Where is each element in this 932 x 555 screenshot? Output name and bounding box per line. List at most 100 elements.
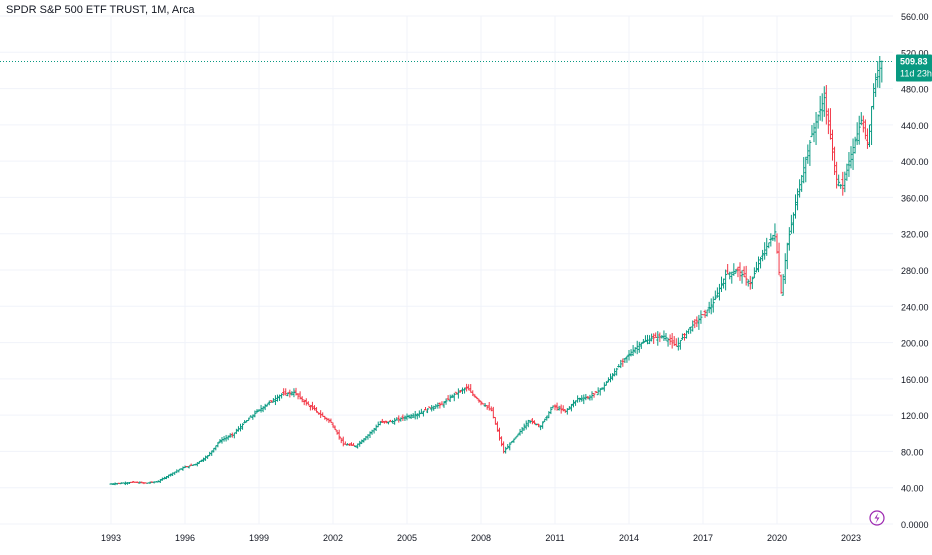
ohlc-bar bbox=[687, 329, 690, 334]
ohlc-bar bbox=[683, 333, 686, 341]
ohlc-bar bbox=[640, 342, 643, 349]
ohlc-bar bbox=[800, 175, 803, 192]
ohlc-bar bbox=[514, 437, 517, 439]
ohlc-bar bbox=[638, 342, 641, 353]
y-tick-label: 320.00 bbox=[901, 230, 929, 240]
ohlc-bar bbox=[545, 416, 548, 421]
y-tick-label: 0.0000 bbox=[901, 520, 929, 530]
ohlc-bar bbox=[373, 428, 376, 434]
y-tick-label: 480.00 bbox=[901, 85, 929, 95]
ohlc-bar bbox=[654, 332, 657, 337]
ohlc-bar bbox=[426, 408, 429, 413]
ohlc-bar bbox=[233, 433, 236, 439]
ohlc-bar bbox=[837, 175, 840, 187]
ohlc-bar bbox=[845, 164, 848, 181]
ohlc-bar bbox=[718, 284, 721, 301]
y-tick-label: 440.00 bbox=[901, 121, 929, 131]
last-price-label: 509.83 bbox=[900, 57, 928, 67]
last-price-badge: 509.83 11d 23h bbox=[896, 55, 932, 82]
y-tick-label: 400.00 bbox=[901, 157, 929, 167]
y-tick-label: 160.00 bbox=[901, 375, 929, 385]
ohlc-series bbox=[110, 56, 884, 485]
ohlc-bar bbox=[788, 227, 791, 250]
x-tick-label: 2002 bbox=[323, 533, 343, 543]
x-tick-label: 2011 bbox=[545, 533, 564, 543]
ohlc-bar bbox=[821, 93, 824, 121]
ohlc-bar bbox=[702, 314, 705, 315]
ohlc-bar bbox=[562, 405, 565, 411]
ohlc-bar bbox=[541, 421, 544, 428]
ohlc-bar bbox=[453, 393, 456, 401]
lightning-icon-glyph bbox=[875, 513, 880, 524]
y-tick-label: 360.00 bbox=[901, 193, 929, 203]
ohlc-bar bbox=[539, 425, 542, 430]
ohlc-bar bbox=[623, 358, 626, 363]
ohlc-bar bbox=[630, 349, 633, 356]
ohlc-bar bbox=[247, 418, 250, 421]
ohlc-bar bbox=[644, 335, 647, 342]
ohlc-bar bbox=[714, 291, 717, 301]
ohlc-bar bbox=[761, 250, 764, 261]
chart-title: SPDR S&P 500 ETF TRUST, 1M, Arca bbox=[6, 4, 195, 16]
ohlc-bar bbox=[874, 73, 877, 97]
ohlc-bar bbox=[295, 388, 298, 396]
ohlc-bar bbox=[695, 316, 698, 327]
ohlc-bar bbox=[216, 442, 219, 447]
lightning-icon[interactable] bbox=[870, 511, 884, 525]
ohlc-bar bbox=[679, 340, 682, 349]
ohlc-bar bbox=[872, 83, 875, 109]
ohlc-bar bbox=[810, 125, 813, 137]
ohlc-bar bbox=[352, 443, 355, 446]
ohlc-bar bbox=[720, 277, 723, 292]
ohlc-bar bbox=[708, 302, 711, 313]
ohlc-bar bbox=[771, 235, 774, 241]
ohlc-bar bbox=[699, 310, 702, 323]
ohlc-bar bbox=[375, 425, 378, 431]
ohlc-bar bbox=[704, 310, 707, 318]
ohlc-bar bbox=[364, 436, 367, 440]
ohlc-bar bbox=[475, 397, 478, 399]
y-tick-label: 280.00 bbox=[901, 266, 929, 276]
ohlc-bar bbox=[858, 116, 861, 145]
y-axis: 560.00520.00480.00440.00400.00360.00320.… bbox=[901, 12, 929, 530]
x-tick-label: 2008 bbox=[471, 533, 491, 543]
ohlc-bar bbox=[743, 266, 746, 277]
ohlc-bar bbox=[603, 382, 606, 391]
ohlc-bar bbox=[751, 277, 754, 289]
ohlc-bar bbox=[841, 172, 844, 196]
ohlc-bar bbox=[239, 424, 242, 432]
ohlc-bar bbox=[599, 388, 602, 395]
ohlc-bar bbox=[794, 194, 797, 218]
ohlc-bar bbox=[878, 56, 881, 88]
ohlc-bar bbox=[773, 223, 776, 241]
ohlc-bar bbox=[880, 61, 883, 83]
ohlc-bar bbox=[554, 404, 557, 410]
y-tick-label: 80.00 bbox=[901, 447, 924, 457]
ohlc-bar bbox=[866, 128, 869, 148]
ohlc-bar bbox=[862, 116, 865, 133]
ohlc-bar bbox=[492, 407, 495, 419]
ohlc-bar bbox=[763, 242, 766, 259]
ohlc-bar bbox=[449, 395, 452, 402]
ohlc-bar bbox=[397, 415, 400, 422]
x-tick-label: 2020 bbox=[767, 533, 787, 543]
ohlc-bar bbox=[662, 330, 665, 341]
countdown-label: 11d 23h bbox=[900, 69, 932, 79]
ohlc-bar bbox=[342, 437, 345, 447]
ohlc-bar bbox=[572, 400, 575, 408]
ohlc-bar bbox=[870, 106, 873, 145]
ohlc-bar bbox=[759, 257, 762, 269]
ohlc-bar bbox=[504, 447, 507, 454]
ohlc-bar bbox=[463, 388, 466, 394]
ohlc-bar bbox=[621, 358, 624, 366]
ohlc-bar bbox=[605, 381, 608, 385]
ohlc-bar bbox=[467, 384, 470, 390]
ohlc-bar bbox=[790, 215, 793, 234]
ohlc-bar bbox=[769, 233, 772, 246]
ohlc-bar bbox=[706, 310, 709, 317]
ohlc-bar bbox=[656, 331, 659, 346]
ohlc-bar bbox=[825, 85, 828, 124]
ohlc-bar bbox=[843, 172, 846, 193]
ohlc-bar bbox=[669, 334, 672, 345]
